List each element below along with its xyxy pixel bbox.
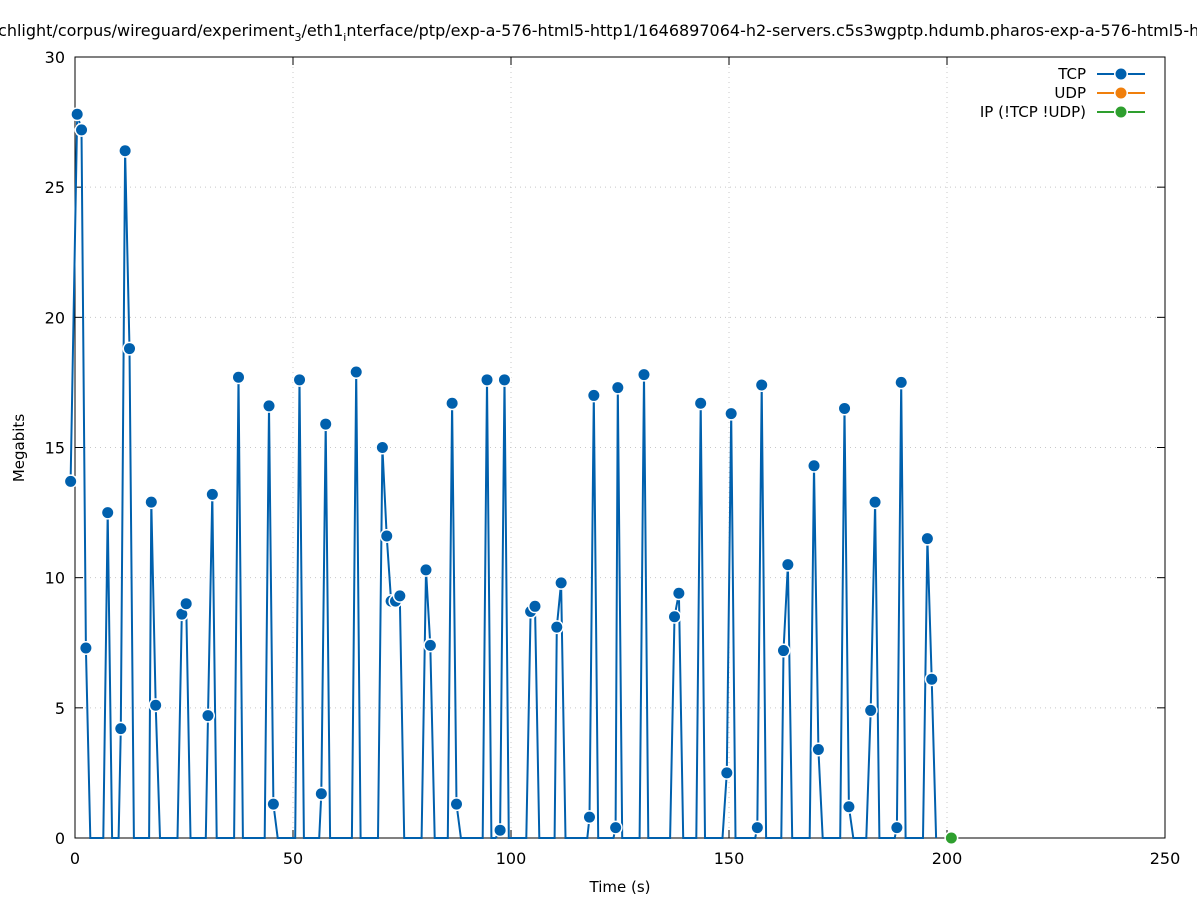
x-tick-label: 50 — [283, 849, 303, 868]
series-layer — [63, 107, 959, 845]
data-point — [555, 577, 567, 589]
legend-marker — [1115, 68, 1127, 80]
data-point — [176, 608, 188, 620]
chart-title-subscript-2: i — [343, 31, 346, 44]
series-line-0 — [69, 114, 938, 839]
data-point — [610, 822, 622, 834]
data-point — [451, 798, 462, 810]
chart-title-part-2: /eth1 — [301, 21, 343, 40]
data-point — [945, 832, 957, 844]
data-point — [145, 496, 157, 508]
data-point — [202, 710, 214, 722]
legend-label: IP (!TCP !UDP) — [980, 103, 1086, 121]
data-point — [725, 408, 737, 420]
data-point — [638, 369, 650, 381]
data-point — [895, 376, 907, 388]
data-point — [751, 822, 763, 834]
data-point — [124, 343, 135, 355]
data-point — [891, 822, 903, 834]
data-point — [926, 673, 938, 685]
legend-label: TCP — [1057, 65, 1086, 83]
data-point — [673, 587, 685, 599]
x-axis-label: Time (s) — [589, 878, 651, 896]
data-point — [612, 382, 624, 394]
y-tick-label: 25 — [45, 178, 65, 197]
y-tick-label: 15 — [45, 439, 65, 458]
data-point — [119, 145, 131, 157]
data-point — [294, 374, 306, 386]
axis-layer: 0 50 100 150 200 250 0 5 10 15 20 25 30 — [45, 48, 1181, 868]
y-axis-label: Megabits — [10, 414, 28, 482]
data-point — [76, 124, 88, 136]
data-point — [102, 507, 114, 519]
data-point — [424, 639, 436, 651]
data-point — [394, 590, 406, 602]
data-point — [756, 379, 768, 391]
data-point — [721, 767, 733, 779]
chart-title-part-1: searchlight/corpus/wireguard/experiment — [0, 21, 294, 40]
data-point — [150, 699, 162, 711]
data-point — [80, 642, 92, 654]
legend-marker — [1115, 87, 1127, 99]
data-point — [778, 645, 789, 657]
data-point — [529, 600, 541, 612]
data-point — [669, 611, 680, 623]
y-tick-label: 5 — [55, 699, 65, 718]
data-point — [839, 402, 851, 414]
data-point — [869, 496, 881, 508]
chart-title-subscript-1: 3 — [294, 31, 301, 44]
data-point — [350, 366, 362, 378]
data-point — [498, 374, 510, 386]
data-point — [65, 475, 77, 487]
data-point — [812, 743, 824, 755]
data-point — [782, 559, 794, 571]
data-point — [315, 788, 327, 800]
data-point — [843, 801, 855, 813]
y-tick-label: 30 — [45, 48, 65, 67]
y-tick-label: 0 — [55, 829, 65, 848]
data-point — [376, 442, 388, 453]
data-point — [320, 418, 332, 430]
data-point — [446, 397, 458, 409]
x-tick-label: 200 — [932, 849, 963, 868]
legend-label: UDP — [1054, 84, 1086, 102]
data-point — [180, 598, 192, 610]
data-point — [381, 530, 393, 542]
x-tick-label: 150 — [714, 849, 745, 868]
data-point — [267, 798, 279, 810]
data-point — [808, 460, 820, 472]
data-point — [115, 723, 127, 735]
data-point — [71, 108, 83, 120]
y-tick-label: 20 — [45, 308, 65, 327]
data-point — [420, 564, 432, 576]
data-point — [695, 397, 707, 409]
data-point — [481, 374, 493, 386]
data-point — [583, 811, 595, 823]
data-point — [233, 371, 244, 383]
x-tick-label: 100 — [496, 849, 527, 868]
x-tick-label: 250 — [1150, 849, 1181, 868]
data-point — [865, 704, 877, 716]
chart-title: searchlight/corpus/wireguard/experiment3… — [0, 21, 1197, 44]
data-point — [206, 488, 218, 500]
data-point — [263, 400, 275, 412]
data-point — [921, 533, 933, 545]
chart-title-part-3: nterface/ptp/exp-a-576-html5-http1/16468… — [346, 21, 1197, 40]
data-point — [494, 824, 506, 836]
x-tick-label: 0 — [70, 849, 80, 868]
data-point — [588, 389, 600, 401]
data-point — [551, 621, 563, 633]
legend-marker — [1115, 106, 1127, 118]
y-tick-label: 10 — [45, 569, 65, 588]
